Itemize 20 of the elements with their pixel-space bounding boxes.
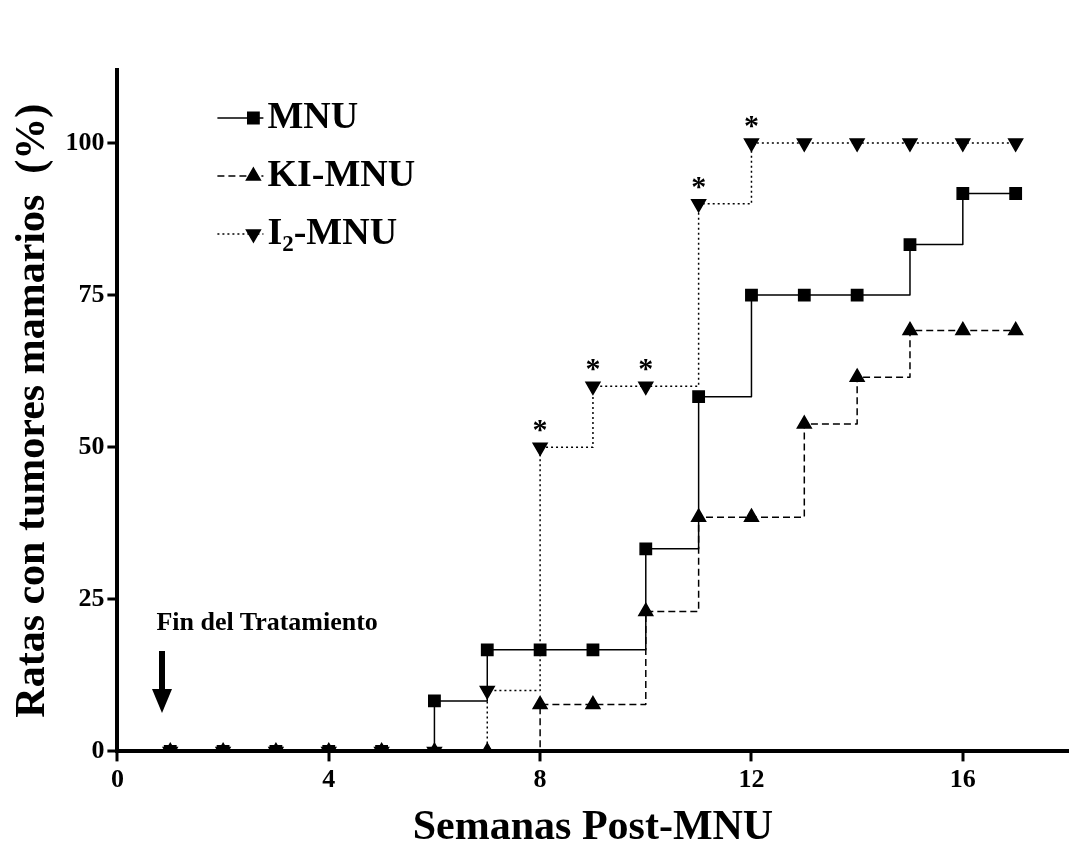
x-axis-title: Semanas Post-MNU <box>412 801 774 848</box>
legend-label: MNU <box>267 93 359 136</box>
y-tick-label: 75 <box>78 278 105 308</box>
annotation: * <box>532 412 548 446</box>
y-tick-label: 0 <box>91 735 105 765</box>
x-tick-label: 4 <box>322 763 336 793</box>
x-tick-label: 0 <box>110 763 124 793</box>
annotation: Fin del Tratamiento <box>156 607 378 637</box>
legend-label: KI-MNU <box>267 151 416 194</box>
annotation: * <box>585 351 601 385</box>
annotation: * <box>743 108 759 142</box>
annotation: * <box>638 351 654 385</box>
x-tick-label: 8 <box>533 763 547 793</box>
y-tick-label: 50 <box>78 430 105 460</box>
y-tick-label: 25 <box>78 583 105 613</box>
y-axis-title: Ratas con tumores mamarios (%) <box>7 103 55 718</box>
y-tick-label: 100 <box>65 126 105 156</box>
x-tick-label: 16 <box>949 763 976 793</box>
x-tick-label: 12 <box>738 763 765 793</box>
annotation: * <box>691 168 707 202</box>
